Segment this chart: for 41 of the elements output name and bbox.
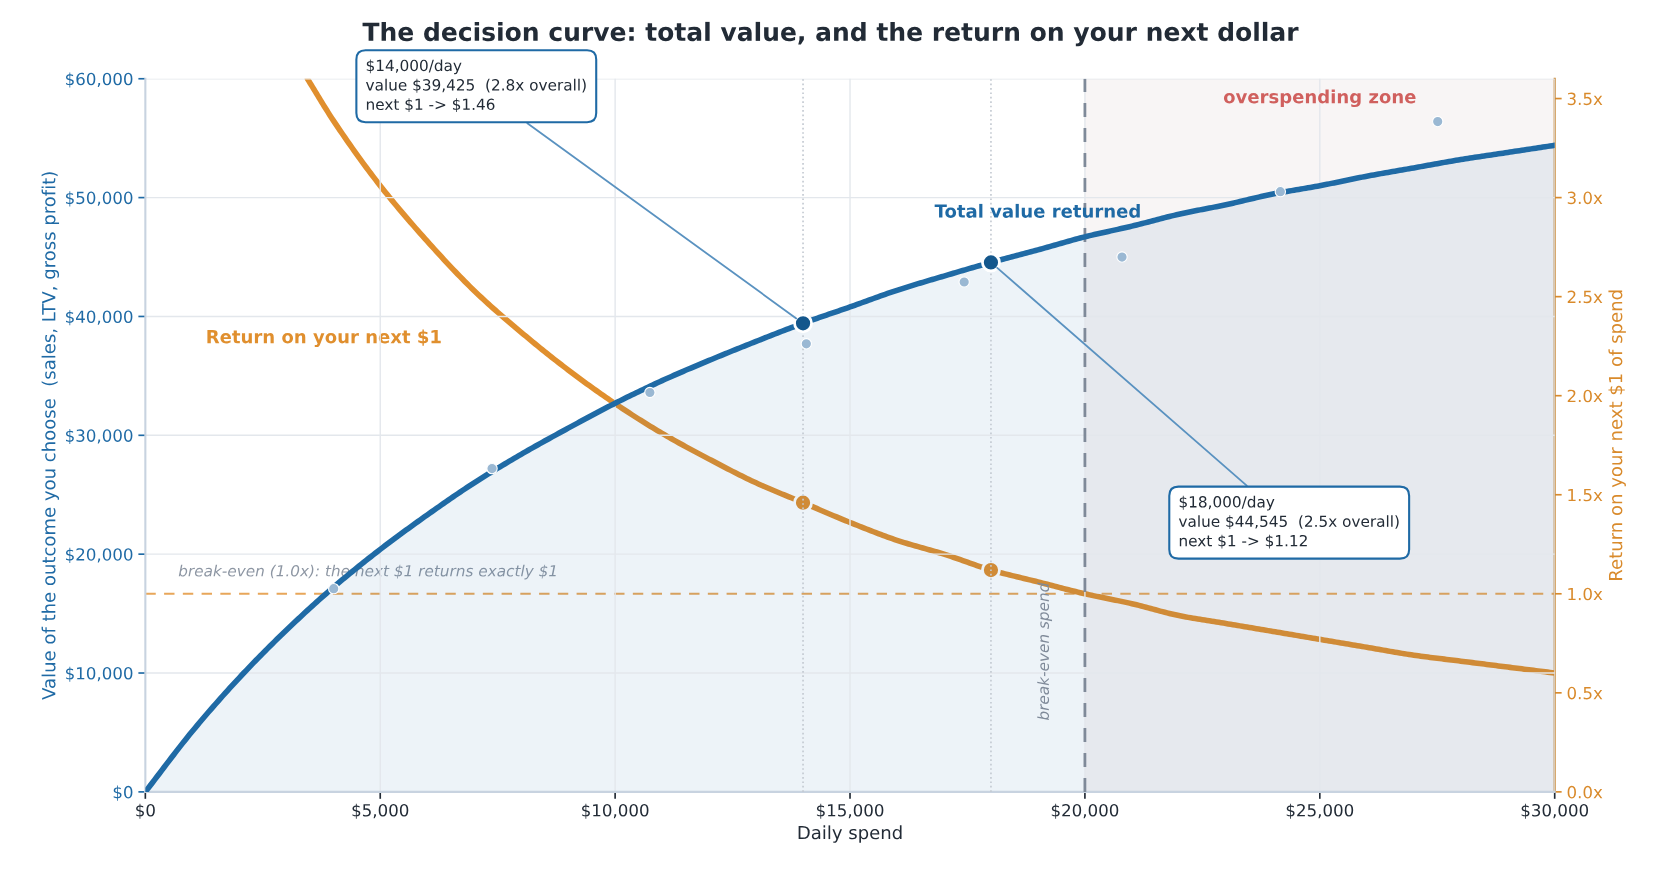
chart-title: The decision curve: total value, and the return on your next dollar	[362, 21, 1299, 47]
x-tick-label: $15,000	[816, 803, 884, 819]
y-tick-label: $0	[113, 785, 133, 801]
y-tick-label: $50,000	[65, 191, 133, 207]
y-tick-label: $60,000	[65, 72, 133, 88]
y-tick-label: $20,000	[65, 547, 133, 563]
annotation: $14,000/day value $39,425 (2.8x overall) next $1 -> $1.46	[365, 59, 586, 113]
y2-tick-label: 0.5x	[1567, 686, 1603, 700]
band-label: overspending zone	[1223, 89, 1416, 108]
point	[793, 313, 813, 334]
y-tick-label: $30,000	[65, 428, 133, 445]
y2-tick-label: 1.0x	[1568, 587, 1603, 601]
y2-tick-label: 3.0x	[1567, 191, 1603, 205]
y2-axis-title: Return on your next $1 of spend	[1608, 290, 1626, 580]
point	[1116, 251, 1128, 263]
x-tick-label: $20,000	[1051, 803, 1119, 819]
point	[328, 582, 340, 595]
point	[1432, 115, 1444, 128]
y2-tick-label: 0.0x	[1567, 785, 1603, 799]
x-tick-label: $25,000	[1286, 803, 1354, 819]
point	[1274, 185, 1287, 198]
x-axis-title: Daily spend	[798, 825, 902, 843]
point	[958, 276, 970, 288]
point	[644, 386, 656, 399]
x-tick-label: $5,000	[352, 803, 409, 819]
y-tick-label: $40,000	[65, 310, 133, 326]
annotation: $18,000/day value $44,545 (2.5x overall) next $1 -> $1.12	[1178, 495, 1399, 549]
y-tick-label: $10,000	[65, 666, 133, 682]
y2-tick-label: 2.0x	[1567, 389, 1603, 403]
point	[800, 338, 813, 350]
x-tick-label: $30,000	[1521, 803, 1589, 819]
point	[486, 462, 498, 475]
y2-tick-label: 2.5x	[1567, 290, 1603, 304]
x-tick-label: $0	[136, 803, 155, 819]
y2-tick-label: 3.5x	[1567, 92, 1603, 106]
text: Return on your next $1	[207, 329, 441, 348]
point	[981, 252, 1001, 273]
y2-tick-label: 1.5x	[1568, 488, 1603, 502]
ref-line-label: break-even spend	[1037, 582, 1053, 721]
x-tick-label: $10,000	[582, 803, 649, 819]
y-axis-title: Value of the outcome you choose (sales, LTV, gross profit)	[41, 172, 60, 700]
